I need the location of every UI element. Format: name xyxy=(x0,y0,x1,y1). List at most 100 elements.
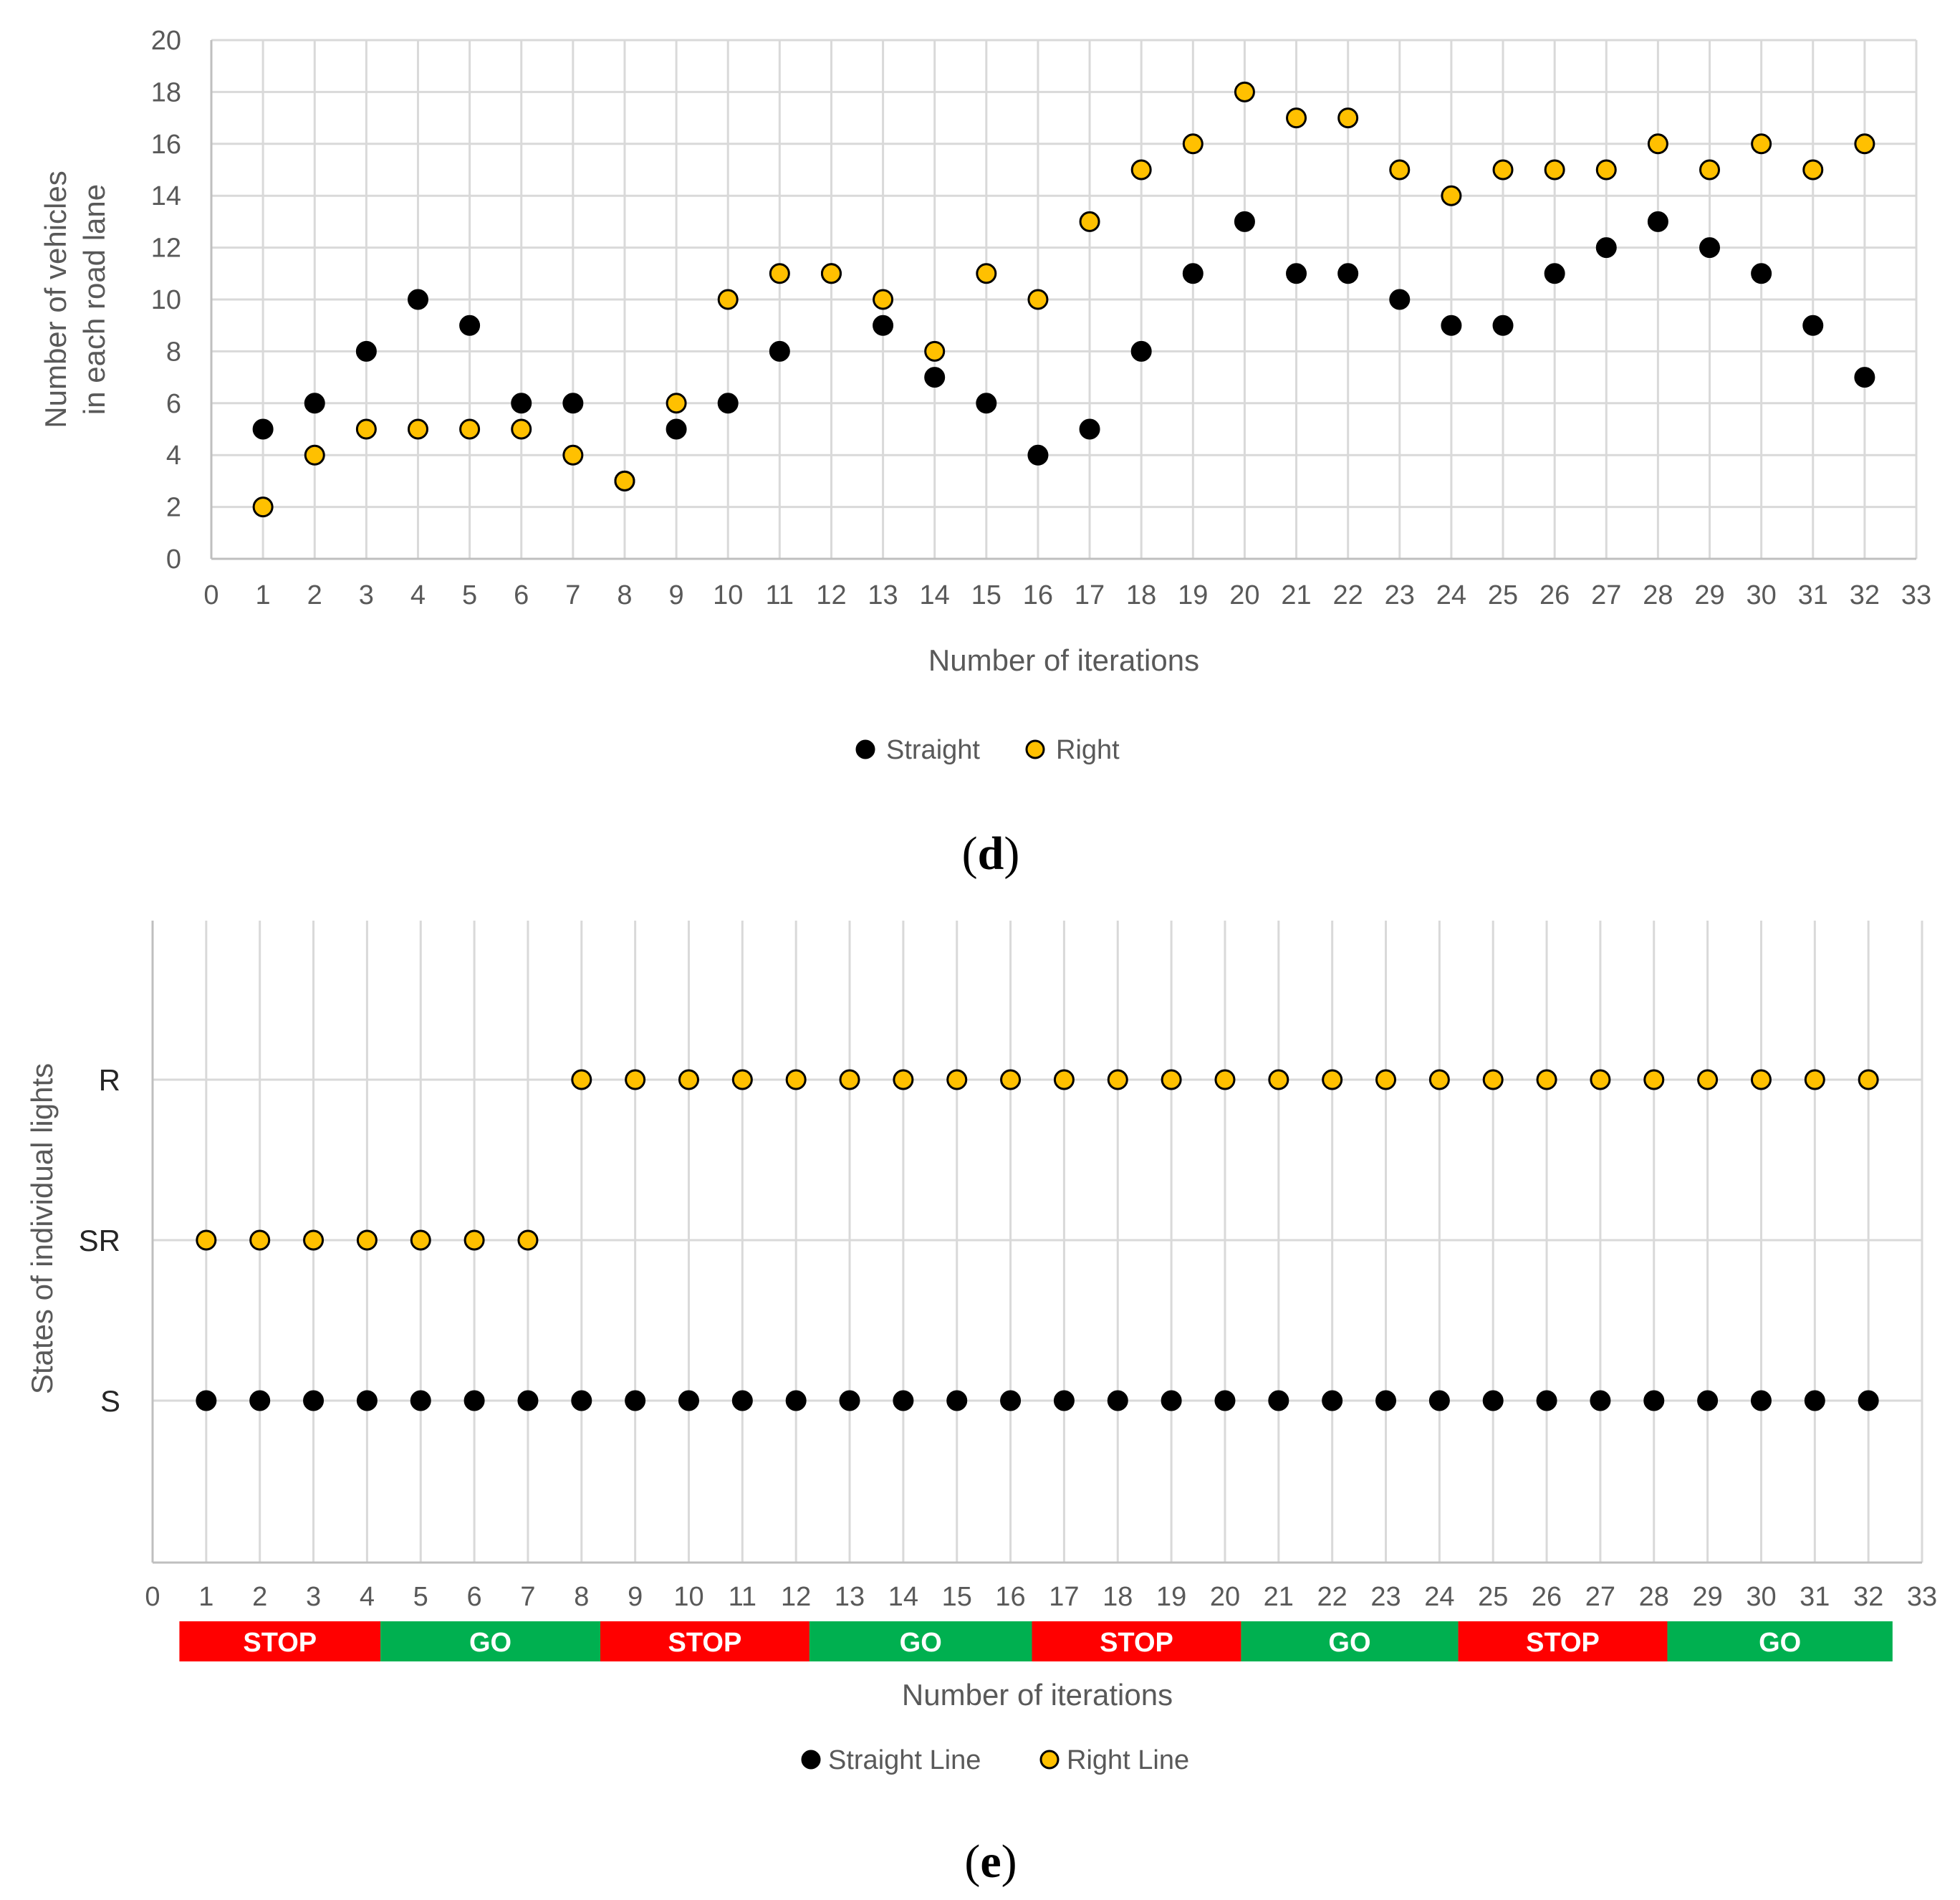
point-right xyxy=(1751,133,1772,155)
legend-marker xyxy=(855,739,875,759)
point-right-line xyxy=(1590,1069,1611,1090)
point-straight xyxy=(717,393,739,414)
point-right-line xyxy=(1750,1069,1772,1090)
x-tick-label: 22 xyxy=(1317,1582,1348,1612)
phase-stop-label: STOP xyxy=(668,1628,742,1658)
y-tick-label: 6 xyxy=(166,389,181,419)
point-right-line xyxy=(1107,1069,1128,1090)
point-right-line xyxy=(1161,1069,1182,1090)
x-tick-label: 4 xyxy=(360,1582,375,1612)
point-straight-line xyxy=(731,1390,753,1411)
y-tick-label: 4 xyxy=(166,441,181,471)
point-right-line xyxy=(1482,1069,1504,1090)
point-right xyxy=(1647,133,1668,155)
x-tick-label: 12 xyxy=(816,580,846,610)
point-straight-line xyxy=(1375,1390,1397,1411)
x-tick-label: 32 xyxy=(1853,1582,1883,1612)
y-category-label: S xyxy=(100,1384,120,1418)
x-tick-label: 9 xyxy=(669,580,684,610)
point-right-line xyxy=(625,1069,646,1090)
x-tick-label: 7 xyxy=(565,580,580,610)
point-straight xyxy=(666,418,687,440)
legend-label: Right xyxy=(1056,735,1120,765)
point-right xyxy=(511,418,532,440)
x-tick-label: 0 xyxy=(145,1582,160,1612)
x-tick-label: 25 xyxy=(1478,1582,1508,1612)
x-tick-label: 2 xyxy=(252,1582,267,1612)
x-tick-label: 14 xyxy=(920,580,950,610)
point-right xyxy=(1389,159,1411,181)
x-tick-label: 2 xyxy=(307,580,322,610)
x-tick-label: 1 xyxy=(256,580,271,610)
x-tick-label: 19 xyxy=(1156,1582,1186,1612)
legend: Straight Line Right Line xyxy=(801,1745,1189,1775)
point-right xyxy=(666,393,687,414)
point-straight xyxy=(1699,237,1721,259)
point-right xyxy=(1595,159,1617,181)
point-right xyxy=(1544,159,1565,181)
x-tick-label: 31 xyxy=(1800,1582,1830,1612)
phase-stop-segment xyxy=(600,1621,810,1661)
point-straight xyxy=(1234,211,1255,232)
x-tick-label: 8 xyxy=(574,1582,589,1612)
phase-stop-label: STOP xyxy=(1100,1628,1173,1658)
x-tick-label: 10 xyxy=(673,1582,703,1612)
x-tick-label: 10 xyxy=(713,580,743,610)
phase-go-segment xyxy=(1241,1621,1459,1661)
x-tick-label: 26 xyxy=(1539,580,1570,610)
point-straight-line xyxy=(356,1390,378,1411)
y-tick-label: 10 xyxy=(151,285,181,315)
point-straight-line xyxy=(249,1390,271,1411)
x-tick-label: 13 xyxy=(835,1582,865,1612)
phase-go-label: GO xyxy=(1328,1628,1370,1658)
x-tick-label: 19 xyxy=(1178,580,1208,610)
point-straight-line xyxy=(893,1390,914,1411)
x-tick-label: 32 xyxy=(1850,580,1880,610)
point-right-line xyxy=(571,1069,592,1090)
point-straight-line xyxy=(1428,1390,1450,1411)
x-tick-label: 5 xyxy=(462,580,477,610)
x-tick-label: 28 xyxy=(1643,580,1673,610)
x-tick-label: 17 xyxy=(1049,1582,1079,1612)
x-tick-label: 16 xyxy=(1023,580,1053,610)
x-tick-label: 3 xyxy=(306,1582,321,1612)
x-tick-label: 11 xyxy=(766,580,794,610)
point-straight xyxy=(873,315,894,336)
point-right xyxy=(1492,159,1514,181)
phase-stop-segment xyxy=(1458,1621,1668,1661)
point-right xyxy=(1234,81,1255,102)
phase-stop-segment xyxy=(1032,1621,1241,1661)
y-tick-label: 16 xyxy=(151,130,181,160)
x-tick-label: 3 xyxy=(359,580,374,610)
x-tick-label: 6 xyxy=(467,1582,482,1612)
x-tick-label: 5 xyxy=(413,1582,428,1612)
x-tick-label: 1 xyxy=(198,1582,213,1612)
point-right-line xyxy=(1697,1069,1719,1090)
point-straight-line xyxy=(1643,1390,1665,1411)
point-right xyxy=(873,289,894,310)
x-tick-label: 18 xyxy=(1102,1582,1133,1612)
point-right-line xyxy=(1643,1069,1665,1090)
point-right-line xyxy=(249,1229,271,1251)
point-right-line xyxy=(1375,1069,1397,1090)
point-right-line xyxy=(893,1069,914,1090)
point-straight-line xyxy=(410,1390,431,1411)
point-straight xyxy=(304,393,325,414)
point-straight xyxy=(1441,315,1462,336)
point-straight-line xyxy=(946,1390,968,1411)
legend-label: Straight Line xyxy=(828,1745,981,1775)
y-tick-label: 20 xyxy=(151,26,181,56)
x-tick-label: 26 xyxy=(1532,1582,1562,1612)
x-tick-label: 6 xyxy=(514,580,529,610)
point-straight-line xyxy=(839,1390,860,1411)
x-tick-label: 27 xyxy=(1591,580,1621,610)
panel-label-close: ) xyxy=(1001,1836,1017,1888)
legend-label: Right Line xyxy=(1067,1745,1189,1775)
y-tick-label: 18 xyxy=(151,77,181,107)
x-tick-label: 13 xyxy=(868,580,898,610)
panel-label-close: ) xyxy=(1004,827,1019,880)
panel-label-open: ( xyxy=(962,827,978,880)
point-right-line xyxy=(839,1069,860,1090)
point-straight xyxy=(1544,263,1565,284)
point-straight-line xyxy=(1536,1390,1557,1411)
